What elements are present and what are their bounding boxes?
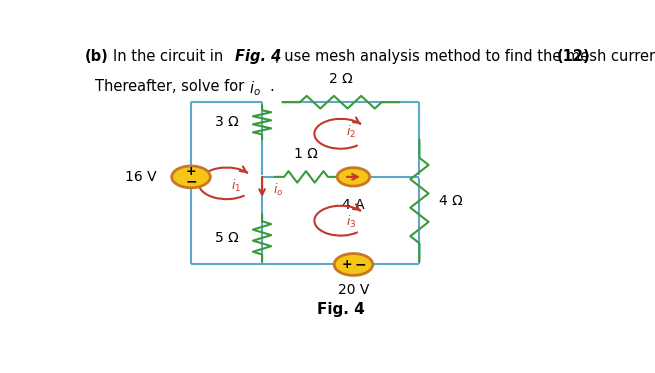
Text: In the circuit in: In the circuit in	[113, 49, 228, 64]
Text: −: −	[354, 257, 366, 272]
Text: $i_2$: $i_2$	[346, 124, 356, 140]
Text: $i_o$: $i_o$	[250, 79, 261, 98]
Circle shape	[172, 166, 210, 188]
Text: Fig. 4: Fig. 4	[234, 49, 281, 64]
Circle shape	[334, 254, 373, 275]
Text: 4 Ω: 4 Ω	[439, 194, 462, 207]
Text: Fig. 4: Fig. 4	[317, 302, 365, 317]
Text: , use mesh analysis method to find the mesh currents.: , use mesh analysis method to find the m…	[275, 49, 655, 64]
Text: $i_3$: $i_3$	[346, 214, 356, 230]
Text: .: .	[270, 79, 274, 94]
Text: +: +	[186, 166, 196, 178]
Text: 1 Ω: 1 Ω	[294, 147, 318, 161]
Text: 2 Ω: 2 Ω	[329, 72, 352, 87]
Text: Thereafter, solve for: Thereafter, solve for	[94, 79, 248, 94]
Text: $i_o$: $i_o$	[273, 182, 284, 198]
Text: 20 V: 20 V	[338, 283, 369, 297]
Text: $i_1$: $i_1$	[231, 178, 241, 194]
Text: (b): (b)	[84, 49, 108, 64]
Text: 16 V: 16 V	[125, 170, 157, 184]
Circle shape	[337, 168, 369, 186]
Text: 3 Ω: 3 Ω	[215, 115, 239, 129]
Text: 5 Ω: 5 Ω	[215, 231, 239, 245]
Text: (12): (12)	[557, 49, 590, 64]
Text: +: +	[341, 258, 352, 271]
Text: −: −	[185, 175, 196, 189]
Text: 4 A: 4 A	[342, 198, 365, 212]
